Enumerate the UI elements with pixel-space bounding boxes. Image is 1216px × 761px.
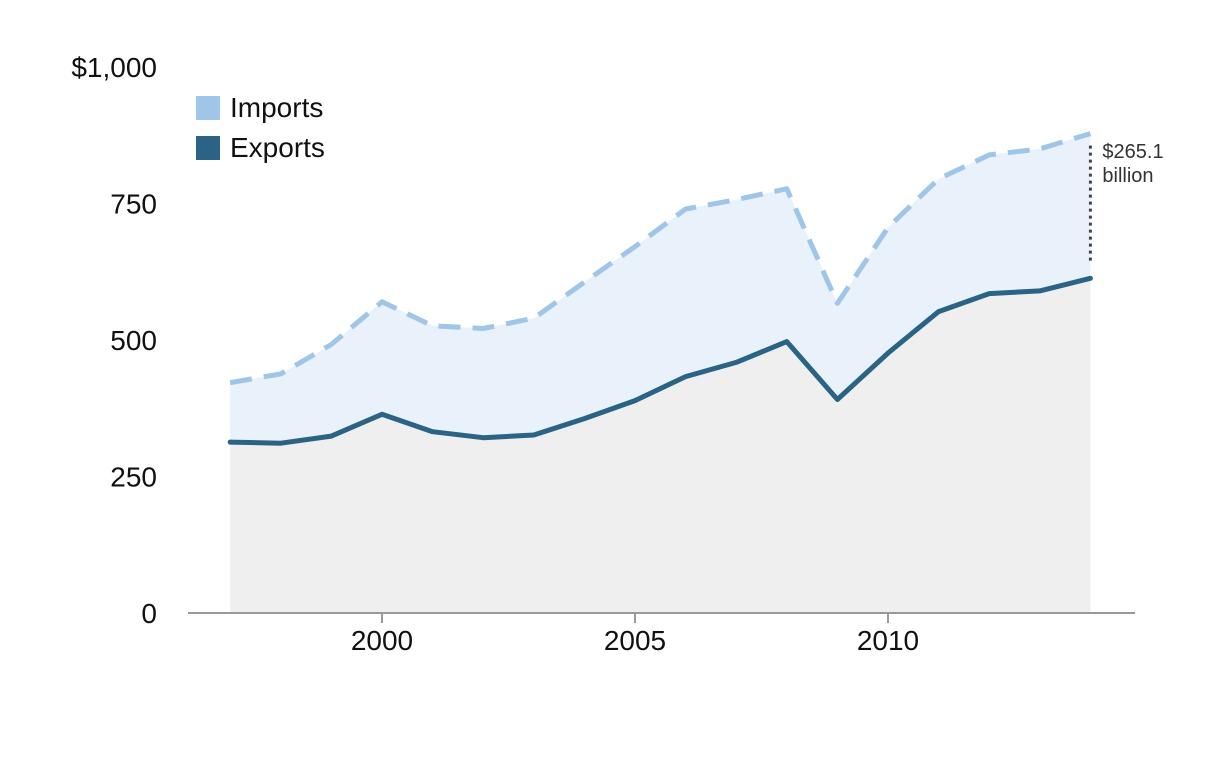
x-axis-ticks: 2000 2005 2010	[351, 613, 919, 656]
y-tick-label: 0	[141, 598, 157, 629]
imports-area	[230, 133, 1091, 444]
legend-label-imports: Imports	[230, 92, 323, 123]
y-tick-label: 750	[110, 189, 157, 220]
chart-lines	[227, 131, 1093, 446]
imports-line	[229, 131, 1092, 386]
annotation-unit: billion	[1102, 165, 1153, 187]
legend-label-exports: Exports	[230, 132, 325, 163]
legend-item-exports: Exports	[196, 132, 325, 163]
y-tick-label: $1,000	[71, 52, 157, 83]
x-tick-label: 2000	[351, 625, 413, 656]
legend-swatch-exports	[196, 136, 220, 160]
gap-annotation: $265.1 billion	[1088, 141, 1164, 265]
annotation-value: $265.1	[1102, 141, 1163, 163]
y-tick-label: 250	[110, 462, 157, 493]
chart-legend: Imports Exports	[196, 92, 325, 163]
y-axis-ticks: 0 250 500 750 $1,000	[71, 52, 157, 629]
legend-item-imports: Imports	[196, 92, 323, 123]
y-tick-label: 500	[110, 325, 157, 356]
x-tick-label: 2010	[857, 625, 919, 656]
x-tick-label: 2005	[604, 625, 666, 656]
chart-areas	[230, 133, 1091, 613]
legend-swatch-imports	[196, 96, 220, 120]
exports-area	[230, 278, 1091, 613]
exports-line	[227, 275, 1093, 446]
